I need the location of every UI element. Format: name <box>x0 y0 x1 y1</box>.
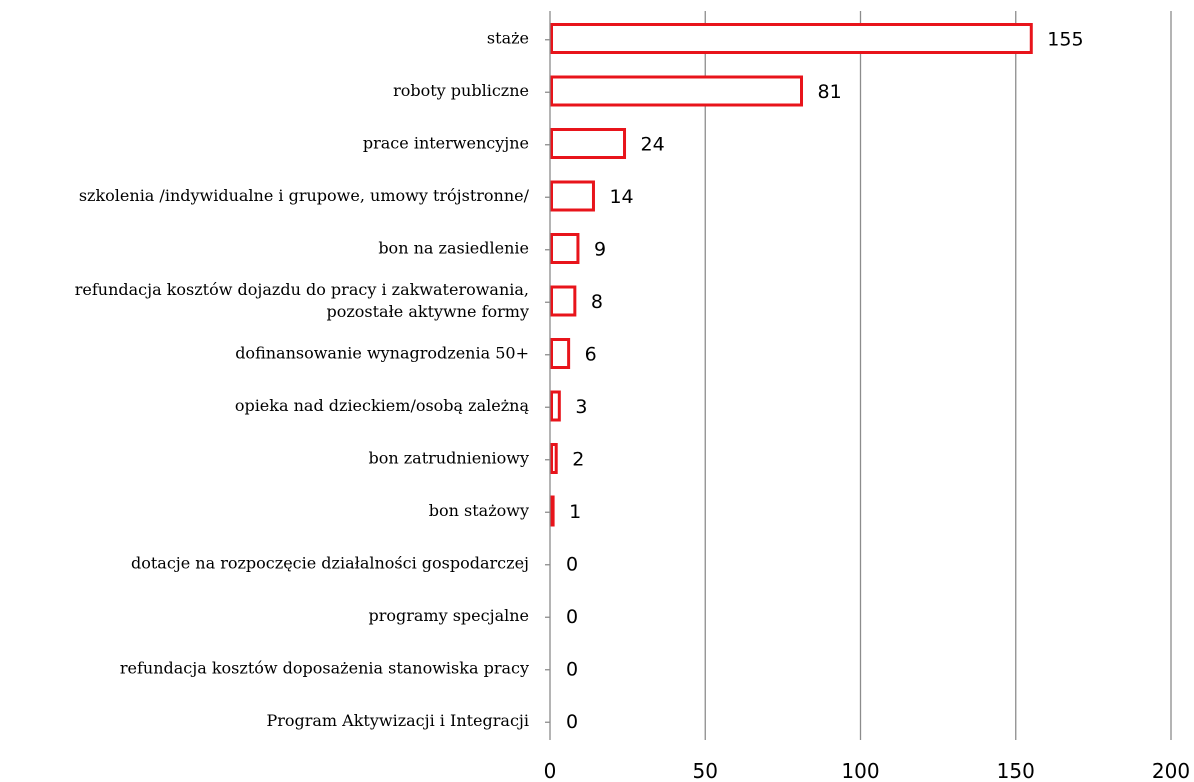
category-label-line: Program Aktywizacji i Integracji <box>266 711 529 730</box>
bar <box>550 233 580 264</box>
category-label: opieka nad dzieckiem/osobą zależną <box>235 396 530 415</box>
gridlines <box>704 11 1172 740</box>
value-label: 1 <box>569 501 581 523</box>
value-label: 24 <box>641 134 665 156</box>
value-label: 3 <box>575 396 587 418</box>
value-label: 0 <box>566 711 578 733</box>
category-label: Program Aktywizacji i Integracji <box>266 711 529 730</box>
value-labels: 155 81 24 14 9 8 6 3 2 1 0 0 0 0 <box>566 29 1084 734</box>
bar <box>550 23 1033 54</box>
bars <box>550 23 1033 527</box>
bar <box>550 128 627 159</box>
category-label-line: bon stażowy <box>429 501 529 520</box>
bar <box>550 285 577 317</box>
value-label: 81 <box>818 81 842 103</box>
category-label-line: dotacje na rozpoczęcie działalności gosp… <box>131 554 529 573</box>
category-label: bon zatrudnieniowy <box>368 449 529 468</box>
category-label: programy specjalne <box>368 606 529 625</box>
bar <box>550 338 571 369</box>
category-label-line: staże <box>487 29 529 48</box>
category-label-line: refundacja kosztów doposażenia stanowisk… <box>120 659 529 678</box>
value-label: 155 <box>1047 29 1083 51</box>
category-label: refundacja kosztów doposażenia stanowisk… <box>120 659 529 678</box>
category-label-line: bon zatrudnieniowy <box>368 449 529 468</box>
category-label: szkolenia /indywidualne i grupowe, umowy… <box>79 186 530 205</box>
value-label: 9 <box>594 239 606 261</box>
category-label: staże <box>487 29 529 48</box>
bar <box>550 180 595 212</box>
x-tick-label: 200 <box>1152 759 1190 782</box>
category-label: roboty publiczne <box>393 81 529 100</box>
category-label-line: dofinansowanie wynagrodzenia 50+ <box>235 344 529 363</box>
category-label-line: szkolenia /indywidualne i grupowe, umowy… <box>79 186 530 205</box>
category-label-line: refundacja kosztów dojazdu do pracy i za… <box>75 280 529 299</box>
value-label: 0 <box>566 659 578 681</box>
bar <box>550 495 555 527</box>
bar <box>550 75 804 107</box>
category-label: refundacja kosztów dojazdu do pracy i za… <box>75 280 529 321</box>
value-label: 0 <box>566 554 578 576</box>
category-label-line: opieka nad dzieckiem/osobą zależną <box>235 396 530 415</box>
value-label: 0 <box>566 606 578 628</box>
x-tick-label: 150 <box>997 759 1035 782</box>
bar <box>550 390 561 422</box>
x-tick-label: 100 <box>841 759 879 782</box>
category-label: bon na zasiedlenie <box>378 239 529 258</box>
category-label-line: roboty publiczne <box>393 81 529 100</box>
category-labels: staże roboty publiczne prace interwencyjne… <box>75 29 530 731</box>
category-label-line: programy specjalne <box>368 606 529 625</box>
category-label: bon stażowy <box>429 501 529 520</box>
value-label: 2 <box>572 449 584 471</box>
value-label: 6 <box>585 344 597 366</box>
axis <box>545 11 551 740</box>
bar <box>550 443 558 474</box>
category-label: dotacje na rozpoczęcie działalności gosp… <box>131 554 529 573</box>
category-label-line: prace interwencyjne <box>363 134 529 153</box>
value-label: 14 <box>609 186 633 208</box>
category-label-line: pozostałe aktywne formy <box>326 302 529 321</box>
category-label: prace interwencyjne <box>363 134 529 153</box>
category-label-line: bon na zasiedlenie <box>378 239 529 258</box>
value-label: 8 <box>591 291 603 313</box>
category-label: dofinansowanie wynagrodzenia 50+ <box>235 344 529 363</box>
x-tick-label: 50 <box>693 759 718 782</box>
x-tick-labels: 0 50 100 150 200 <box>544 759 1190 782</box>
x-tick-label: 0 <box>544 759 557 782</box>
